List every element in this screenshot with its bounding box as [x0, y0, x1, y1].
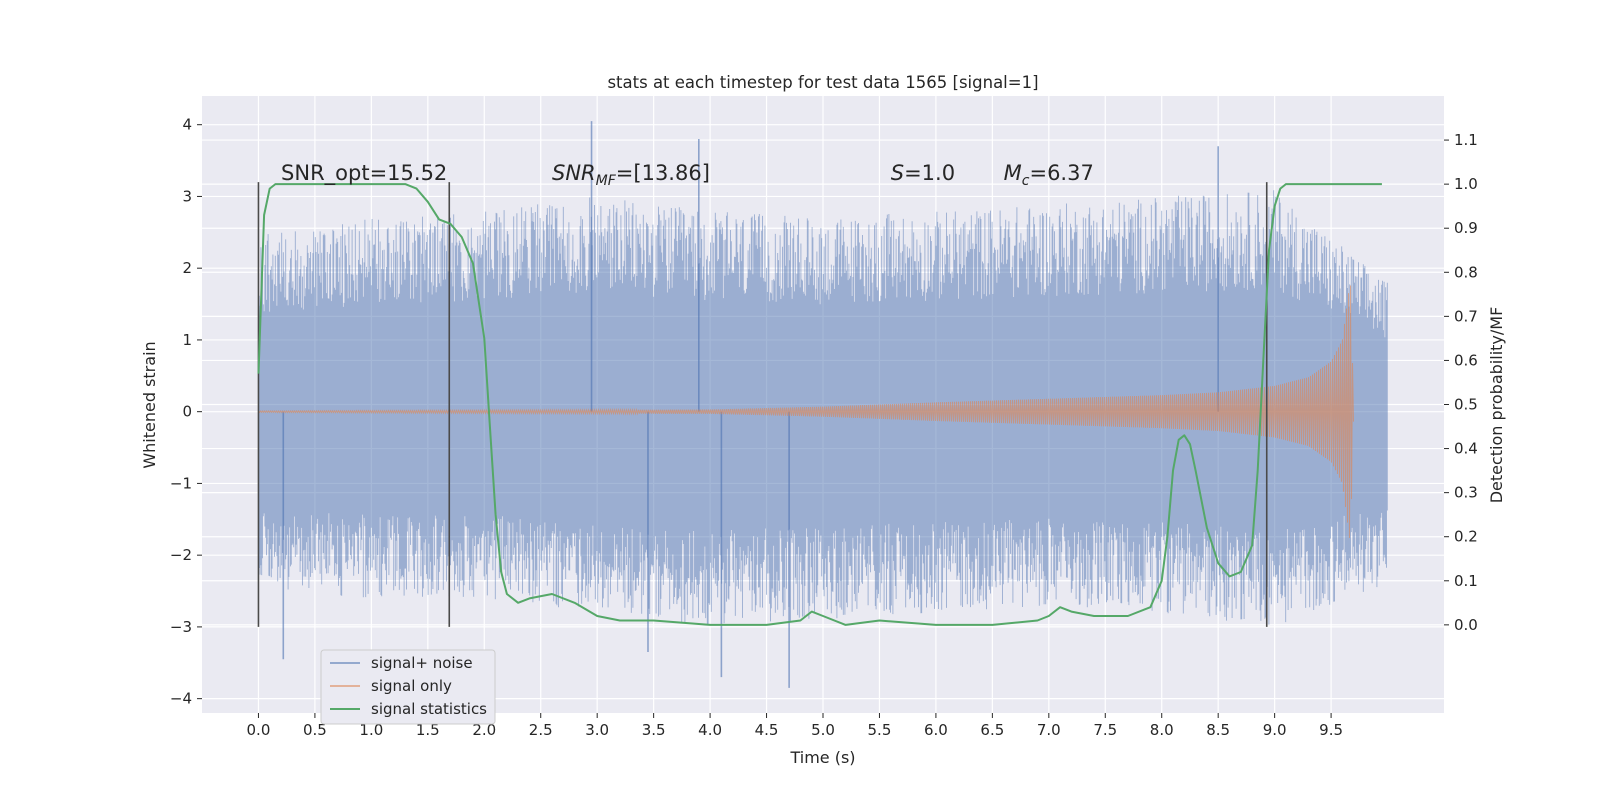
y-left-tick-label: 2 — [182, 259, 192, 277]
y-right-tick-label: 0.8 — [1454, 263, 1478, 281]
x-tick-label: 3.0 — [585, 721, 609, 739]
signal-only-trace — [258, 285, 1354, 539]
x-tick-label: 5.5 — [868, 721, 892, 739]
y-right-tick-label: 0.2 — [1454, 528, 1478, 546]
y-axis-right-ticks: 0.0 0.1 0.2 0.3 0.4 0.5 0.6 0.7 0.8 0.9 1.0 1.1 — [1444, 131, 1478, 634]
x-tick-label: 2.5 — [529, 721, 553, 739]
y-right-tick-label: 0.6 — [1454, 351, 1478, 369]
x-tick-label: 8.0 — [1150, 721, 1174, 739]
y-axis-left-ticks: −4 −3 −2 −1 0 1 2 3 4 — [170, 116, 202, 708]
annotation-text: S=1.0 — [891, 161, 955, 185]
legend-label-signal-noise: signal+ noise — [371, 654, 473, 672]
y-left-tick-label: 3 — [182, 187, 192, 205]
signal-statistics-series — [257, 183, 1382, 626]
signal-only-series — [258, 285, 1354, 539]
x-tick-label: 1.0 — [359, 721, 383, 739]
annotations: SNR_opt=15.52 SNRMF=[13.86] S=1.0 Mc=6.37 — [281, 161, 1094, 189]
x-tick-label: 7.5 — [1093, 721, 1117, 739]
y-left-tick-label: −1 — [170, 474, 192, 492]
y-left-tick-label: −2 — [170, 546, 192, 564]
y-left-tick-label: 1 — [182, 331, 192, 349]
y-left-tick-label: −4 — [170, 690, 192, 708]
x-tick-label: 6.5 — [980, 721, 1004, 739]
y-right-tick-label: 0.0 — [1454, 616, 1478, 634]
chart-title: stats at each timestep for test data 156… — [607, 73, 1038, 92]
x-tick-label: 4.0 — [698, 721, 722, 739]
x-tick-label: 8.5 — [1206, 721, 1230, 739]
x-tick-label: 5.0 — [811, 721, 835, 739]
y-right-tick-label: 0.1 — [1454, 572, 1478, 590]
x-tick-label: 0.0 — [247, 721, 271, 739]
x-tick-label: 7.0 — [1037, 721, 1061, 739]
legend: signal+ noise signal only signal statist… — [320, 649, 496, 725]
y-right-tick-label: 0.7 — [1454, 307, 1478, 325]
y-right-tick-label: 1.0 — [1454, 175, 1478, 193]
y-right-tick-label: 1.1 — [1454, 131, 1478, 149]
y-axis-left-label: Whitened strain — [140, 341, 159, 468]
annotation-text: Mc=6.37 — [1004, 161, 1094, 189]
x-tick-label: 9.0 — [1263, 721, 1287, 739]
vertical-markers — [257, 182, 1268, 627]
x-tick-label: 6.0 — [924, 721, 948, 739]
annotation-text: SNRMF=[13.86] — [552, 161, 710, 189]
legend-label-signal-statistics: signal statistics — [371, 700, 487, 718]
y-right-tick-label: 0.5 — [1454, 396, 1478, 414]
legend-label-signal-only: signal only — [371, 677, 452, 695]
y-left-tick-label: −3 — [170, 618, 192, 636]
signal-statistics-line — [257, 183, 1382, 626]
y-right-tick-label: 0.4 — [1454, 440, 1478, 458]
y-axis-right-label: Detection probability/MF — [1487, 307, 1506, 504]
y-right-tick-label: 0.3 — [1454, 484, 1478, 502]
x-tick-label: 4.5 — [755, 721, 779, 739]
annotation-text: SNR_opt=15.52 — [281, 161, 447, 186]
y-left-tick-label: 4 — [182, 116, 192, 134]
x-tick-label: 3.5 — [642, 721, 666, 739]
x-axis-ticks: 0.0 0.5 1.0 1.5 2.0 2.5 3.0 3.5 4.0 4.5 5.0 5.5 6.0 6… — [247, 713, 1343, 739]
x-tick-label: 9.5 — [1319, 721, 1343, 739]
x-axis-label: Time (s) — [789, 748, 855, 767]
x-tick-label: 1.5 — [416, 721, 440, 739]
legend-box — [320, 649, 496, 725]
x-tick-label: 0.5 — [303, 721, 327, 739]
y-right-tick-label: 0.9 — [1454, 219, 1478, 237]
y-left-tick-label: 0 — [182, 403, 192, 421]
x-tick-label: 2.0 — [472, 721, 496, 739]
